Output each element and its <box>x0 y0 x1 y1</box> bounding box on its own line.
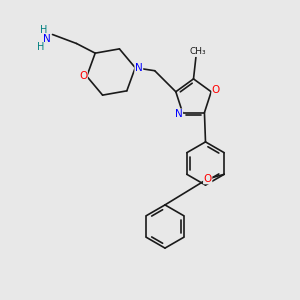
Text: O: O <box>204 174 212 184</box>
Text: O: O <box>79 71 87 81</box>
Text: N: N <box>43 34 50 44</box>
Text: O: O <box>212 85 220 95</box>
Text: H: H <box>37 42 44 52</box>
Text: N: N <box>135 63 143 73</box>
Text: CH₃: CH₃ <box>189 47 206 56</box>
Text: N: N <box>175 109 182 119</box>
Text: H: H <box>40 25 47 35</box>
